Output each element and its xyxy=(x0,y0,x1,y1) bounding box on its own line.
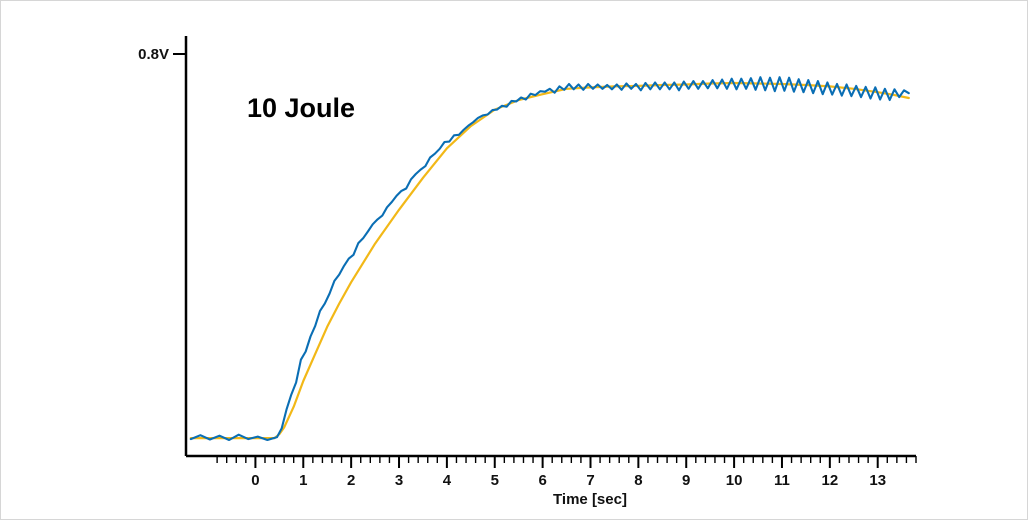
x-tick-label: 7 xyxy=(586,472,594,489)
x-tick-label: 5 xyxy=(491,472,499,489)
y-axis-tick-label: 0.8V xyxy=(138,46,169,63)
x-axis-label: Time [sec] xyxy=(553,491,627,508)
x-tick-label: 0 xyxy=(251,472,259,489)
series-layer xyxy=(189,76,910,442)
x-tick-label: 13 xyxy=(869,472,886,489)
x-tick-label: 2 xyxy=(347,472,355,489)
x-tick-label: 3 xyxy=(395,472,403,489)
x-tick-label: 4 xyxy=(443,472,452,489)
x-tick-label: 9 xyxy=(682,472,690,489)
x-minor-ticks xyxy=(216,456,917,463)
x-major-ticks xyxy=(254,456,879,468)
x-tick-label: 11 xyxy=(774,472,790,489)
x-tick-label: 1 xyxy=(299,472,307,489)
energy-annotation: 10 Joule xyxy=(247,93,355,123)
measured-signal-line xyxy=(189,76,910,442)
chart-axes: 0.8V xyxy=(138,36,916,458)
x-tick-label: 6 xyxy=(538,472,546,489)
x-tick-label: 12 xyxy=(821,472,838,489)
fit-curve xyxy=(189,81,910,440)
x-tick-label: 8 xyxy=(634,472,642,489)
x-tick-label: 10 xyxy=(726,472,743,489)
x-tick-labels: 0 1 2 3 4 5 6 7 8 9 10 11 12 13 xyxy=(251,472,886,489)
